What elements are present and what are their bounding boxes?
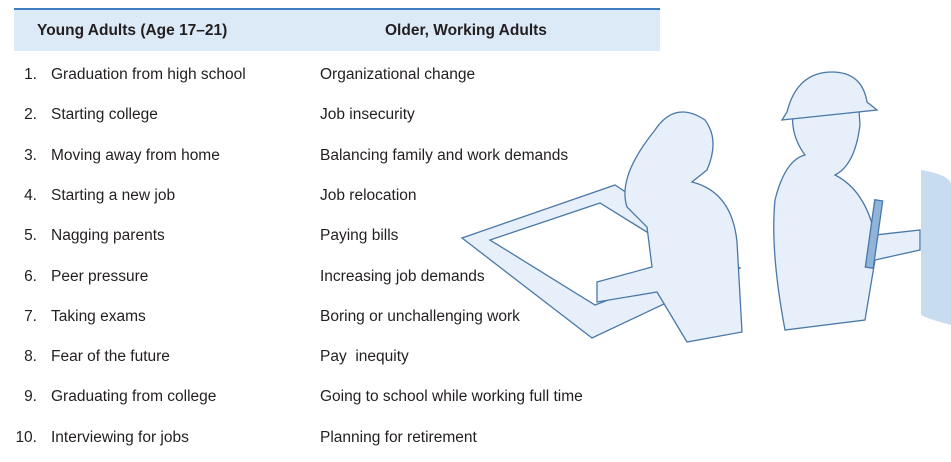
column-header: Young Adults (Age 17–21)	[37, 22, 228, 39]
table-row: 2. Starting college Job insecurity	[0, 106, 951, 130]
row-number: 8.	[24, 348, 37, 366]
young-stressor: Fear of the future	[51, 348, 170, 366]
column-header: Older, Working Adults	[385, 22, 547, 39]
older-stressor: Increasing job demands	[320, 267, 485, 285]
table-row: 3. Moving away from home Balancing family …	[0, 147, 951, 171]
table-row: 9. Graduating from college Going to school…	[0, 388, 951, 412]
table-row: 7. Taking exams Boring or unchallenging wo…	[0, 308, 951, 332]
row-number: 7.	[24, 307, 37, 325]
row-number: 6.	[24, 267, 37, 285]
young-stressor: Graduating from college	[51, 388, 217, 406]
older-stressor: Job insecurity	[320, 106, 415, 124]
table-row: 4. Starting a new job Job relocation	[0, 187, 951, 211]
row-number: 2.	[24, 106, 37, 124]
young-stressor: Peer pressure	[51, 267, 149, 285]
drafting-figure	[460, 71, 951, 343]
older-stressor: Balancing family and work demands	[320, 146, 569, 164]
older-stressor: Organizational change	[320, 66, 476, 83]
row-number: 10.	[15, 428, 37, 446]
young-stressor: Taking exams	[51, 307, 146, 325]
row-number: 4.	[24, 186, 37, 204]
young-stressor: Graduation from high school	[51, 66, 246, 83]
older-stressor: Pay inequity	[320, 348, 409, 366]
young-stressor: Nagging parents	[51, 227, 165, 245]
table-row: 8. Fear of the future Pay inequity	[0, 348, 951, 372]
table-row: 10. Interviewing for jobs Planning for ret…	[0, 429, 951, 453]
table-row: 1. Graduation from high school Organizatio…	[0, 66, 951, 90]
table-row: 6. Peer pressure Increasing job demands	[0, 268, 951, 292]
table-header: Young Adults (Age 17–21) Older, Working …	[14, 8, 660, 51]
young-stressor: Starting college	[51, 106, 158, 124]
hard-hat	[780, 71, 879, 121]
young-stressor: Interviewing for jobs	[51, 428, 189, 446]
wall	[921, 170, 951, 325]
young-stressor: Moving away from home	[51, 146, 220, 164]
young-stressor: Starting a new job	[51, 186, 176, 204]
row-number: 9.	[24, 388, 37, 406]
table-row: 5. Nagging parents Paying bills	[0, 227, 951, 251]
older-stressor: Boring or unchallenging work	[320, 307, 520, 325]
row-number: 3.	[24, 146, 37, 164]
older-stressor: Job relocation	[320, 186, 417, 204]
older-stressor: Going to school while working full time	[320, 388, 583, 406]
drafter	[596, 111, 743, 343]
older-stressor: Paying bills	[320, 227, 399, 245]
row-number: 5.	[24, 227, 37, 245]
older-stressor: Planning for retirement	[320, 428, 477, 446]
hammer	[864, 199, 884, 269]
row-number: 1.	[24, 66, 37, 83]
